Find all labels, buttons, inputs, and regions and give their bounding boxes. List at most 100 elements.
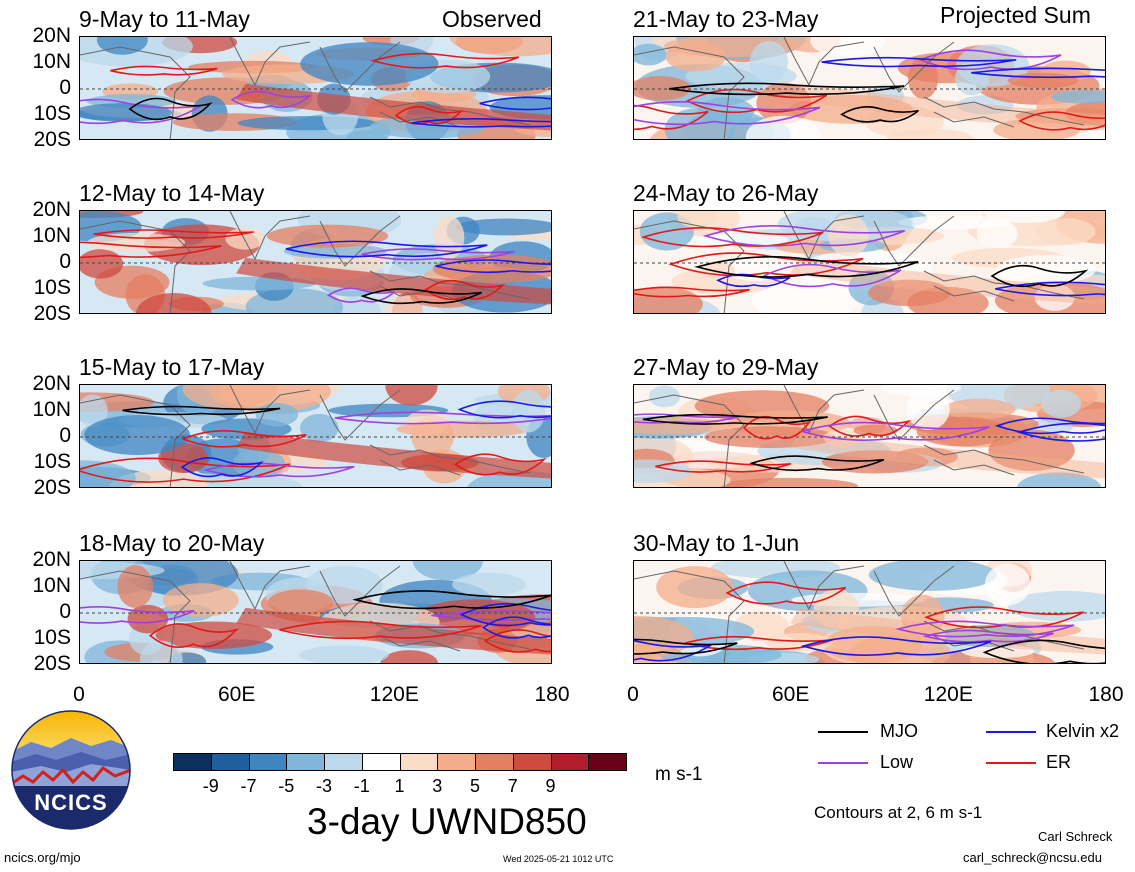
contour-line <box>361 248 515 261</box>
colorbar-swatch <box>437 753 476 771</box>
lon-label: 60E <box>771 683 810 706</box>
colorbar-tick-label: 9 <box>545 776 556 796</box>
contour-line <box>230 90 311 109</box>
lat-label: 10S <box>33 450 71 473</box>
anomaly-blob <box>749 40 788 84</box>
anomaly-blob <box>80 103 172 122</box>
lon-label: 60E <box>217 683 256 706</box>
footer-url[interactable]: ncics.org/mjo <box>4 850 81 865</box>
anomaly-blob <box>452 572 526 597</box>
lat-label: 20S <box>33 302 71 325</box>
contour-line <box>180 457 264 478</box>
lat-label: 10N <box>32 50 71 73</box>
anomaly-blob <box>1064 100 1105 126</box>
contour-line <box>285 240 488 258</box>
anomaly-blob <box>868 561 997 591</box>
contour-line <box>642 413 828 425</box>
anomaly-blob <box>634 43 667 66</box>
anomaly-blob <box>634 286 703 313</box>
panel-title-p2: 12-May to 14-May <box>79 180 265 206</box>
anomaly-blob <box>267 589 334 616</box>
colorbar <box>173 753 627 771</box>
contour-line <box>821 56 1017 68</box>
contour-line <box>918 49 1062 71</box>
contour-line <box>749 455 885 472</box>
coastline <box>80 561 531 663</box>
lat-label: 0 <box>59 250 71 273</box>
anomaly-blob <box>821 450 929 474</box>
footer-email[interactable]: carl_schreck@ncsu.edu <box>963 850 1102 865</box>
map-panel-p3 <box>79 384 552 488</box>
anomaly-blob <box>853 424 898 437</box>
contour-line <box>352 590 551 610</box>
colorbar-title: 3-day UWND850 <box>307 801 587 842</box>
legend-low-line <box>818 762 868 764</box>
coastline <box>634 37 1085 139</box>
lat-label: 20S <box>33 128 71 151</box>
anomaly-blob <box>656 566 734 609</box>
anomaly-blob <box>906 388 950 430</box>
lat-label: 10S <box>33 276 71 299</box>
anomaly-blob <box>1036 218 1096 246</box>
anomaly-blob <box>455 218 551 236</box>
contour-line <box>454 453 547 476</box>
lat-label: 0 <box>59 424 71 447</box>
anomaly-blob <box>385 385 438 406</box>
contour-line <box>895 620 1075 638</box>
contour-line <box>694 256 919 278</box>
panel-title-p8: 30-May to 1-Jun <box>633 530 800 556</box>
anomaly-blob <box>136 293 212 313</box>
coastline <box>80 211 531 313</box>
anomaly-blob <box>823 429 861 448</box>
colorbar-swatch <box>475 753 514 771</box>
anomaly-blob <box>511 389 546 433</box>
contour-line <box>828 415 912 437</box>
contour-line <box>634 101 821 126</box>
lat-label: 10S <box>33 626 71 649</box>
anomaly-blob <box>984 563 1031 606</box>
anomaly-blob <box>1050 89 1105 104</box>
lat-label: 0 <box>59 76 71 99</box>
logo-text: NCICS <box>34 790 108 815</box>
contour-line <box>1016 422 1105 442</box>
legend-er-line <box>986 762 1036 764</box>
contour-line <box>634 286 750 298</box>
contour-line <box>640 227 824 248</box>
contour-line <box>483 629 551 653</box>
lon-label: 0 <box>627 683 639 706</box>
contour-line <box>93 229 254 239</box>
contour-line <box>424 279 506 301</box>
map-panel-p2 <box>79 210 552 314</box>
legend-kelvin-line <box>986 731 1036 733</box>
footer-timestamp: Wed 2025-05-21 1012 UTC <box>503 854 614 864</box>
contour-line <box>479 96 551 111</box>
contour-line <box>80 241 222 259</box>
anomaly-blob <box>961 644 1035 659</box>
contour-line <box>370 52 520 69</box>
projected-label: Projected Sum <box>940 2 1091 28</box>
contour-line <box>655 460 792 473</box>
contour-line <box>457 400 551 419</box>
anomaly-blob <box>182 385 278 409</box>
colorbar-tick-label: 1 <box>394 776 405 796</box>
colorbar-units: m s-1 <box>655 764 703 785</box>
anomaly-blob <box>887 128 973 139</box>
colorbar-swatch <box>173 753 212 771</box>
anomaly-blob <box>449 37 551 57</box>
colorbar-tick-label: -1 <box>353 776 370 796</box>
lon-label: 180 <box>534 683 570 706</box>
contour-line <box>279 620 482 640</box>
westerly-band <box>236 607 551 655</box>
lat-label: 20N <box>32 372 71 395</box>
colorbar-swatch <box>588 753 627 771</box>
anomaly-blob <box>300 413 339 443</box>
lat-label: 10N <box>32 398 71 421</box>
contour-line <box>924 606 1085 629</box>
contour-line <box>982 639 1105 663</box>
colorbar-tick-label: 7 <box>507 776 518 796</box>
panel-title-p6: 24-May to 26-May <box>633 180 819 206</box>
westerly-band <box>790 83 1105 131</box>
lat-label: 0 <box>59 600 71 623</box>
contour-line <box>411 118 551 128</box>
anomaly-blob <box>993 118 1081 139</box>
